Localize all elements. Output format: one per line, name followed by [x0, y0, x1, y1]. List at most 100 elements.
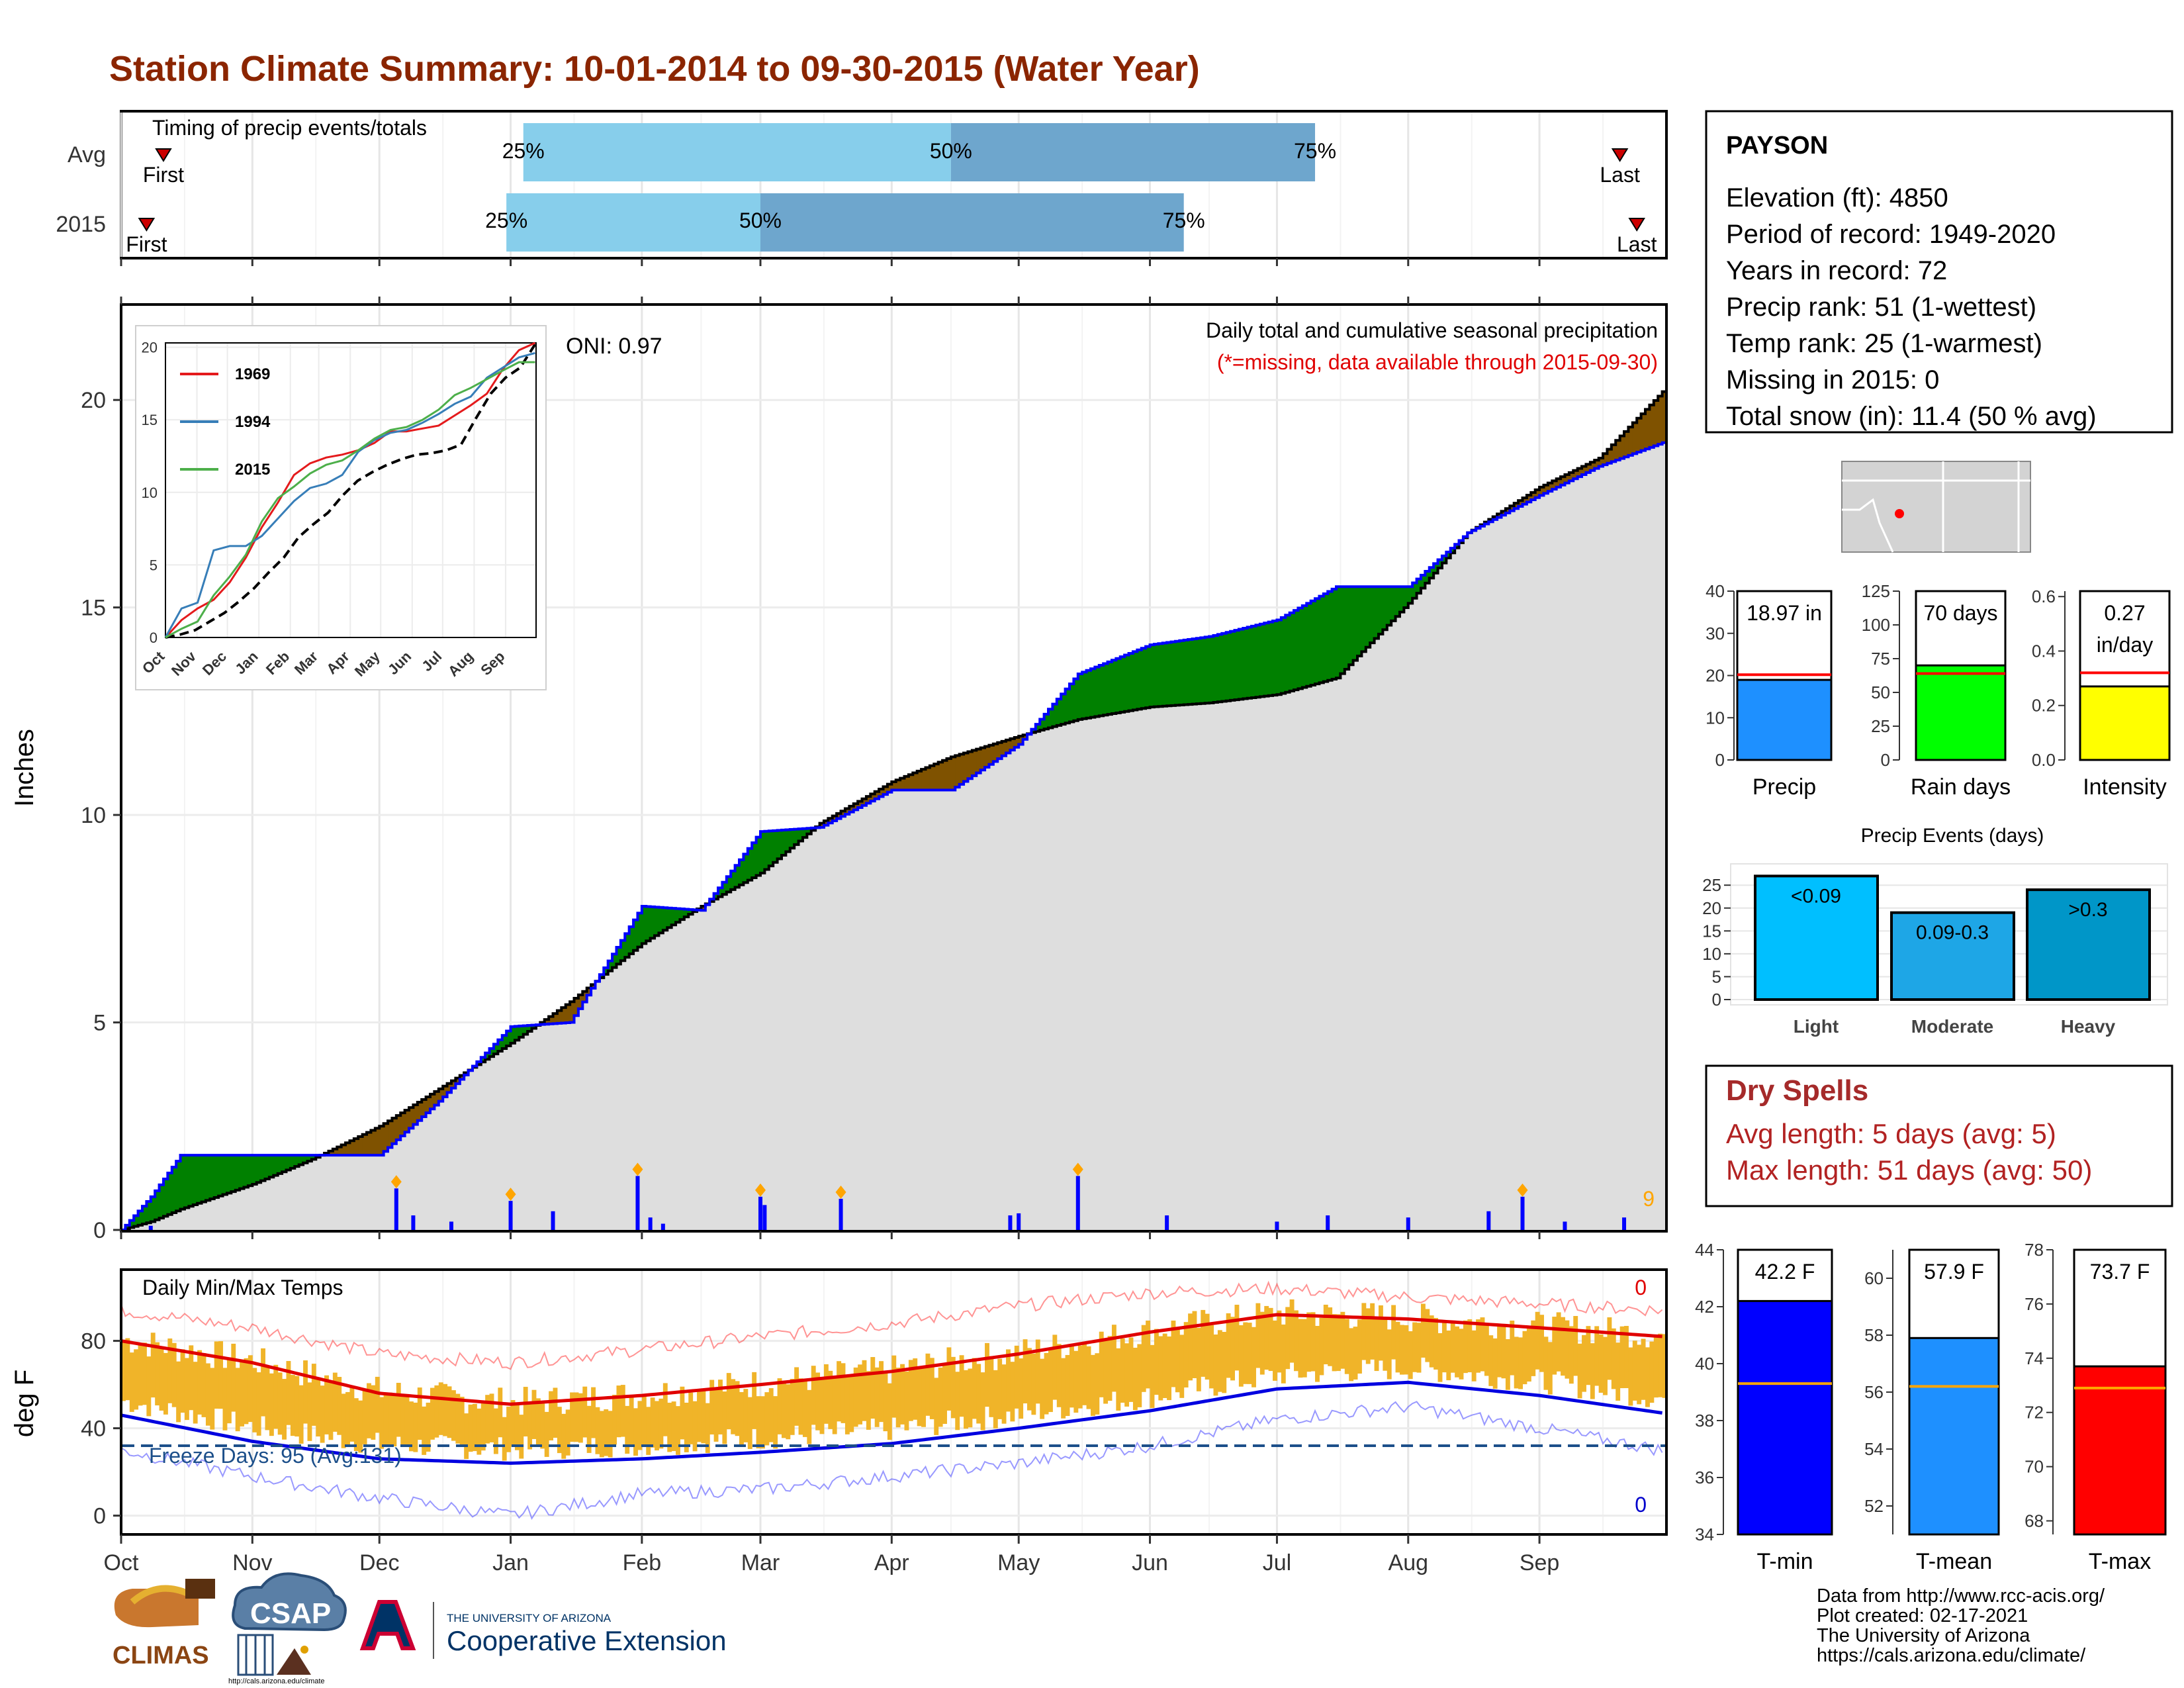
daily-temp-bar [747, 1397, 752, 1449]
precip-diff-segment [184, 1155, 189, 1208]
daily-temp-bar [1188, 1313, 1193, 1381]
precip-diff-segment [506, 1031, 512, 1046]
summary-bar-tick: 10 [1706, 708, 1725, 727]
daily-temp-bar [989, 1356, 994, 1417]
daily-temp-bar [1565, 1320, 1570, 1379]
precip-diff-segment [985, 746, 990, 767]
daily-temp-bar [676, 1406, 680, 1455]
precip-diff-segment [735, 865, 740, 888]
daily-temp-bar [311, 1364, 316, 1426]
precip-diff-segment [1641, 414, 1646, 451]
precip-diff-segment [1069, 684, 1074, 722]
precip-diff-segment [1264, 623, 1269, 696]
events-bar [2026, 888, 2151, 1001]
precip-diff-segment [891, 781, 897, 790]
precip-label: Daily total and cumulative seasonal prec… [1206, 318, 1658, 342]
daily-temp-bar [1598, 1334, 1604, 1393]
daily-temp-bar [1323, 1304, 1328, 1364]
daily-temp-bar [1132, 1347, 1138, 1411]
precip-diff-segment [277, 1155, 283, 1174]
daily-temp-bar [1234, 1305, 1240, 1371]
precip-diff-segment [1505, 508, 1510, 513]
precip-diff-segment [1552, 481, 1557, 489]
precip-diff-segment [794, 829, 799, 845]
summary-bar-label: T-min [1757, 1549, 1813, 1574]
daily-temp-bar [1437, 1333, 1443, 1382]
precip-diff-segment [1658, 396, 1663, 445]
precip-diff-segment [929, 765, 934, 790]
timing-quantile-label: 75% [1163, 209, 1205, 232]
footer-line: The University of Arizona [1817, 1625, 2030, 1646]
daily-temp-bar [1336, 1314, 1341, 1372]
precip-diff-segment [870, 794, 876, 802]
avg-cumulative-line [121, 390, 1666, 1231]
precip-diff-segment [1340, 586, 1345, 674]
timing-quantile-label: 50% [739, 209, 782, 232]
summary-bar-tick: 50 [1871, 682, 1890, 702]
summary-bar-label: T-mean [1916, 1549, 1992, 1574]
daily-temp-bar [612, 1395, 617, 1445]
precip-diff-segment [400, 1113, 406, 1137]
summary-bar-chart: 52 54 56 58 60 57.9 F T-mean [1864, 1248, 2000, 1574]
daily-temp-bar [1429, 1315, 1434, 1368]
precip-diff-segment [392, 1118, 397, 1144]
precip-diff-segment [1061, 694, 1066, 725]
daily-temp-bar [1298, 1319, 1303, 1378]
precip-diff-segment [1556, 479, 1561, 487]
precip-diff-segment [510, 1026, 516, 1043]
daily-temp-bar [1052, 1335, 1058, 1400]
precip-diff-segment [853, 804, 858, 810]
daily-temp-bar [637, 1401, 643, 1450]
precip-diff-segment [1124, 655, 1130, 712]
daily-temp-bar [222, 1368, 228, 1430]
daily-temp-bar [705, 1403, 710, 1454]
summary-bar-value-label: 57.9 F [1924, 1260, 1984, 1284]
daily-temp-bar [895, 1368, 901, 1428]
precip-diff-segment [1090, 669, 1095, 718]
daily-temp-bar [1196, 1327, 1201, 1391]
daily-temp-bar [659, 1398, 664, 1449]
timing-marker [1628, 218, 1646, 232]
daily-temp-bar [1582, 1335, 1586, 1392]
daily-temp-bar [1450, 1321, 1455, 1373]
month-tick-label: Apr [874, 1550, 909, 1575]
summary-bar-chart: 34 36 38 40 42 44 42.2 F T-min [1695, 1240, 1833, 1574]
precip-diff-segment [1336, 586, 1342, 679]
precip-diff-segment [1569, 472, 1574, 481]
precip-diff-segment [1023, 735, 1028, 739]
precip-diff-segment [1437, 559, 1443, 569]
daily-temp-bar [942, 1364, 947, 1425]
daily-temp-bar [629, 1395, 634, 1446]
daily-temp-bar [1044, 1352, 1049, 1415]
daily-temp-bar [1137, 1344, 1142, 1407]
precip-diff-segment [1615, 440, 1621, 460]
precip-diff-segment [1492, 516, 1498, 520]
precip-diff-segment [1370, 586, 1375, 643]
daily-temp-bar [1547, 1342, 1553, 1395]
inset-legend-label: 2015 [235, 461, 270, 479]
record-max-line [120, 1280, 1663, 1370]
precip-diff-segment [514, 1026, 520, 1041]
precip-diff-segment [684, 909, 689, 917]
precip-diff-segment [451, 1080, 456, 1088]
daily-temp-bar [1319, 1317, 1324, 1376]
daily-temp-bar [557, 1407, 562, 1454]
daily-temp-bar [121, 1339, 126, 1401]
daily-temp-bar [887, 1383, 892, 1440]
daily-temp-bar [726, 1373, 731, 1430]
precip-diff-segment [1310, 600, 1316, 685]
daily-temp-bar [1497, 1323, 1502, 1378]
precip-diff-segment [222, 1155, 228, 1195]
daily-temp-bar [1302, 1319, 1307, 1378]
precip-diff-segment [1259, 624, 1265, 697]
daily-temp-bar [193, 1362, 198, 1424]
daily-temp-bar [231, 1343, 236, 1412]
daily-temp-bar [1569, 1326, 1574, 1384]
summary-bar-label: Precip [1752, 774, 1816, 800]
precip-diff-segment [1632, 422, 1637, 454]
daily-precip-bar [449, 1221, 453, 1230]
precip-diff-segment [1188, 639, 1193, 705]
daily-temp-bar [261, 1348, 266, 1417]
precip-diff-segment [1645, 409, 1651, 449]
daily-temp-bar [900, 1364, 905, 1425]
